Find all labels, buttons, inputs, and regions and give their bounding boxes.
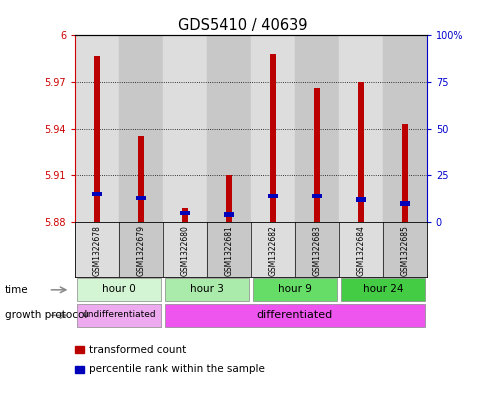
Text: GSM1322684: GSM1322684 (356, 225, 364, 275)
Text: transformed count: transformed count (89, 345, 186, 355)
Text: undifferentiated: undifferentiated (82, 310, 156, 320)
Bar (313, 88, 319, 222)
Bar (163, 35, 207, 222)
Bar (165, 278, 248, 301)
Bar (355, 197, 365, 202)
Bar (294, 35, 338, 222)
Bar (340, 278, 424, 301)
Text: hour 0: hour 0 (102, 284, 136, 294)
Bar (382, 222, 426, 277)
Bar (311, 194, 321, 198)
Bar (401, 124, 407, 222)
Bar (165, 304, 424, 327)
Bar (119, 35, 163, 222)
Bar (294, 222, 338, 277)
Bar (136, 196, 146, 200)
Bar (180, 211, 190, 215)
Text: hour 3: hour 3 (190, 284, 224, 294)
Bar (382, 35, 426, 222)
Bar (137, 136, 144, 222)
Text: growth protocol: growth protocol (5, 310, 87, 320)
Text: GDS5410 / 40639: GDS5410 / 40639 (177, 18, 307, 33)
Text: GSM1322678: GSM1322678 (92, 225, 102, 275)
Text: differentiated: differentiated (257, 310, 333, 320)
Bar (94, 55, 100, 222)
Bar (269, 54, 276, 222)
Text: GSM1322679: GSM1322679 (136, 225, 145, 276)
Bar (338, 35, 382, 222)
Text: GSM1322681: GSM1322681 (224, 225, 233, 275)
Text: percentile rank within the sample: percentile rank within the sample (89, 364, 264, 375)
Bar (207, 35, 251, 222)
Text: hour 24: hour 24 (362, 284, 402, 294)
Bar (77, 304, 161, 327)
Bar (119, 222, 163, 277)
Bar (75, 346, 84, 353)
Bar (399, 201, 409, 206)
Bar (224, 212, 233, 217)
Bar (357, 82, 363, 222)
Bar (75, 222, 119, 277)
Text: GSM1322683: GSM1322683 (312, 225, 321, 275)
Bar (253, 278, 336, 301)
Bar (250, 35, 294, 222)
Bar (77, 278, 161, 301)
Text: GSM1322682: GSM1322682 (268, 225, 277, 275)
Text: time: time (5, 285, 29, 295)
Text: GSM1322685: GSM1322685 (399, 225, 408, 275)
Bar (338, 222, 382, 277)
Bar (92, 192, 102, 196)
Text: hour 9: hour 9 (277, 284, 311, 294)
Bar (163, 222, 207, 277)
Bar (207, 222, 251, 277)
Bar (251, 222, 294, 277)
Bar (75, 366, 84, 373)
Bar (225, 175, 232, 222)
Bar (182, 208, 188, 222)
Bar (268, 194, 277, 198)
Bar (75, 35, 119, 222)
Text: GSM1322680: GSM1322680 (180, 225, 189, 275)
